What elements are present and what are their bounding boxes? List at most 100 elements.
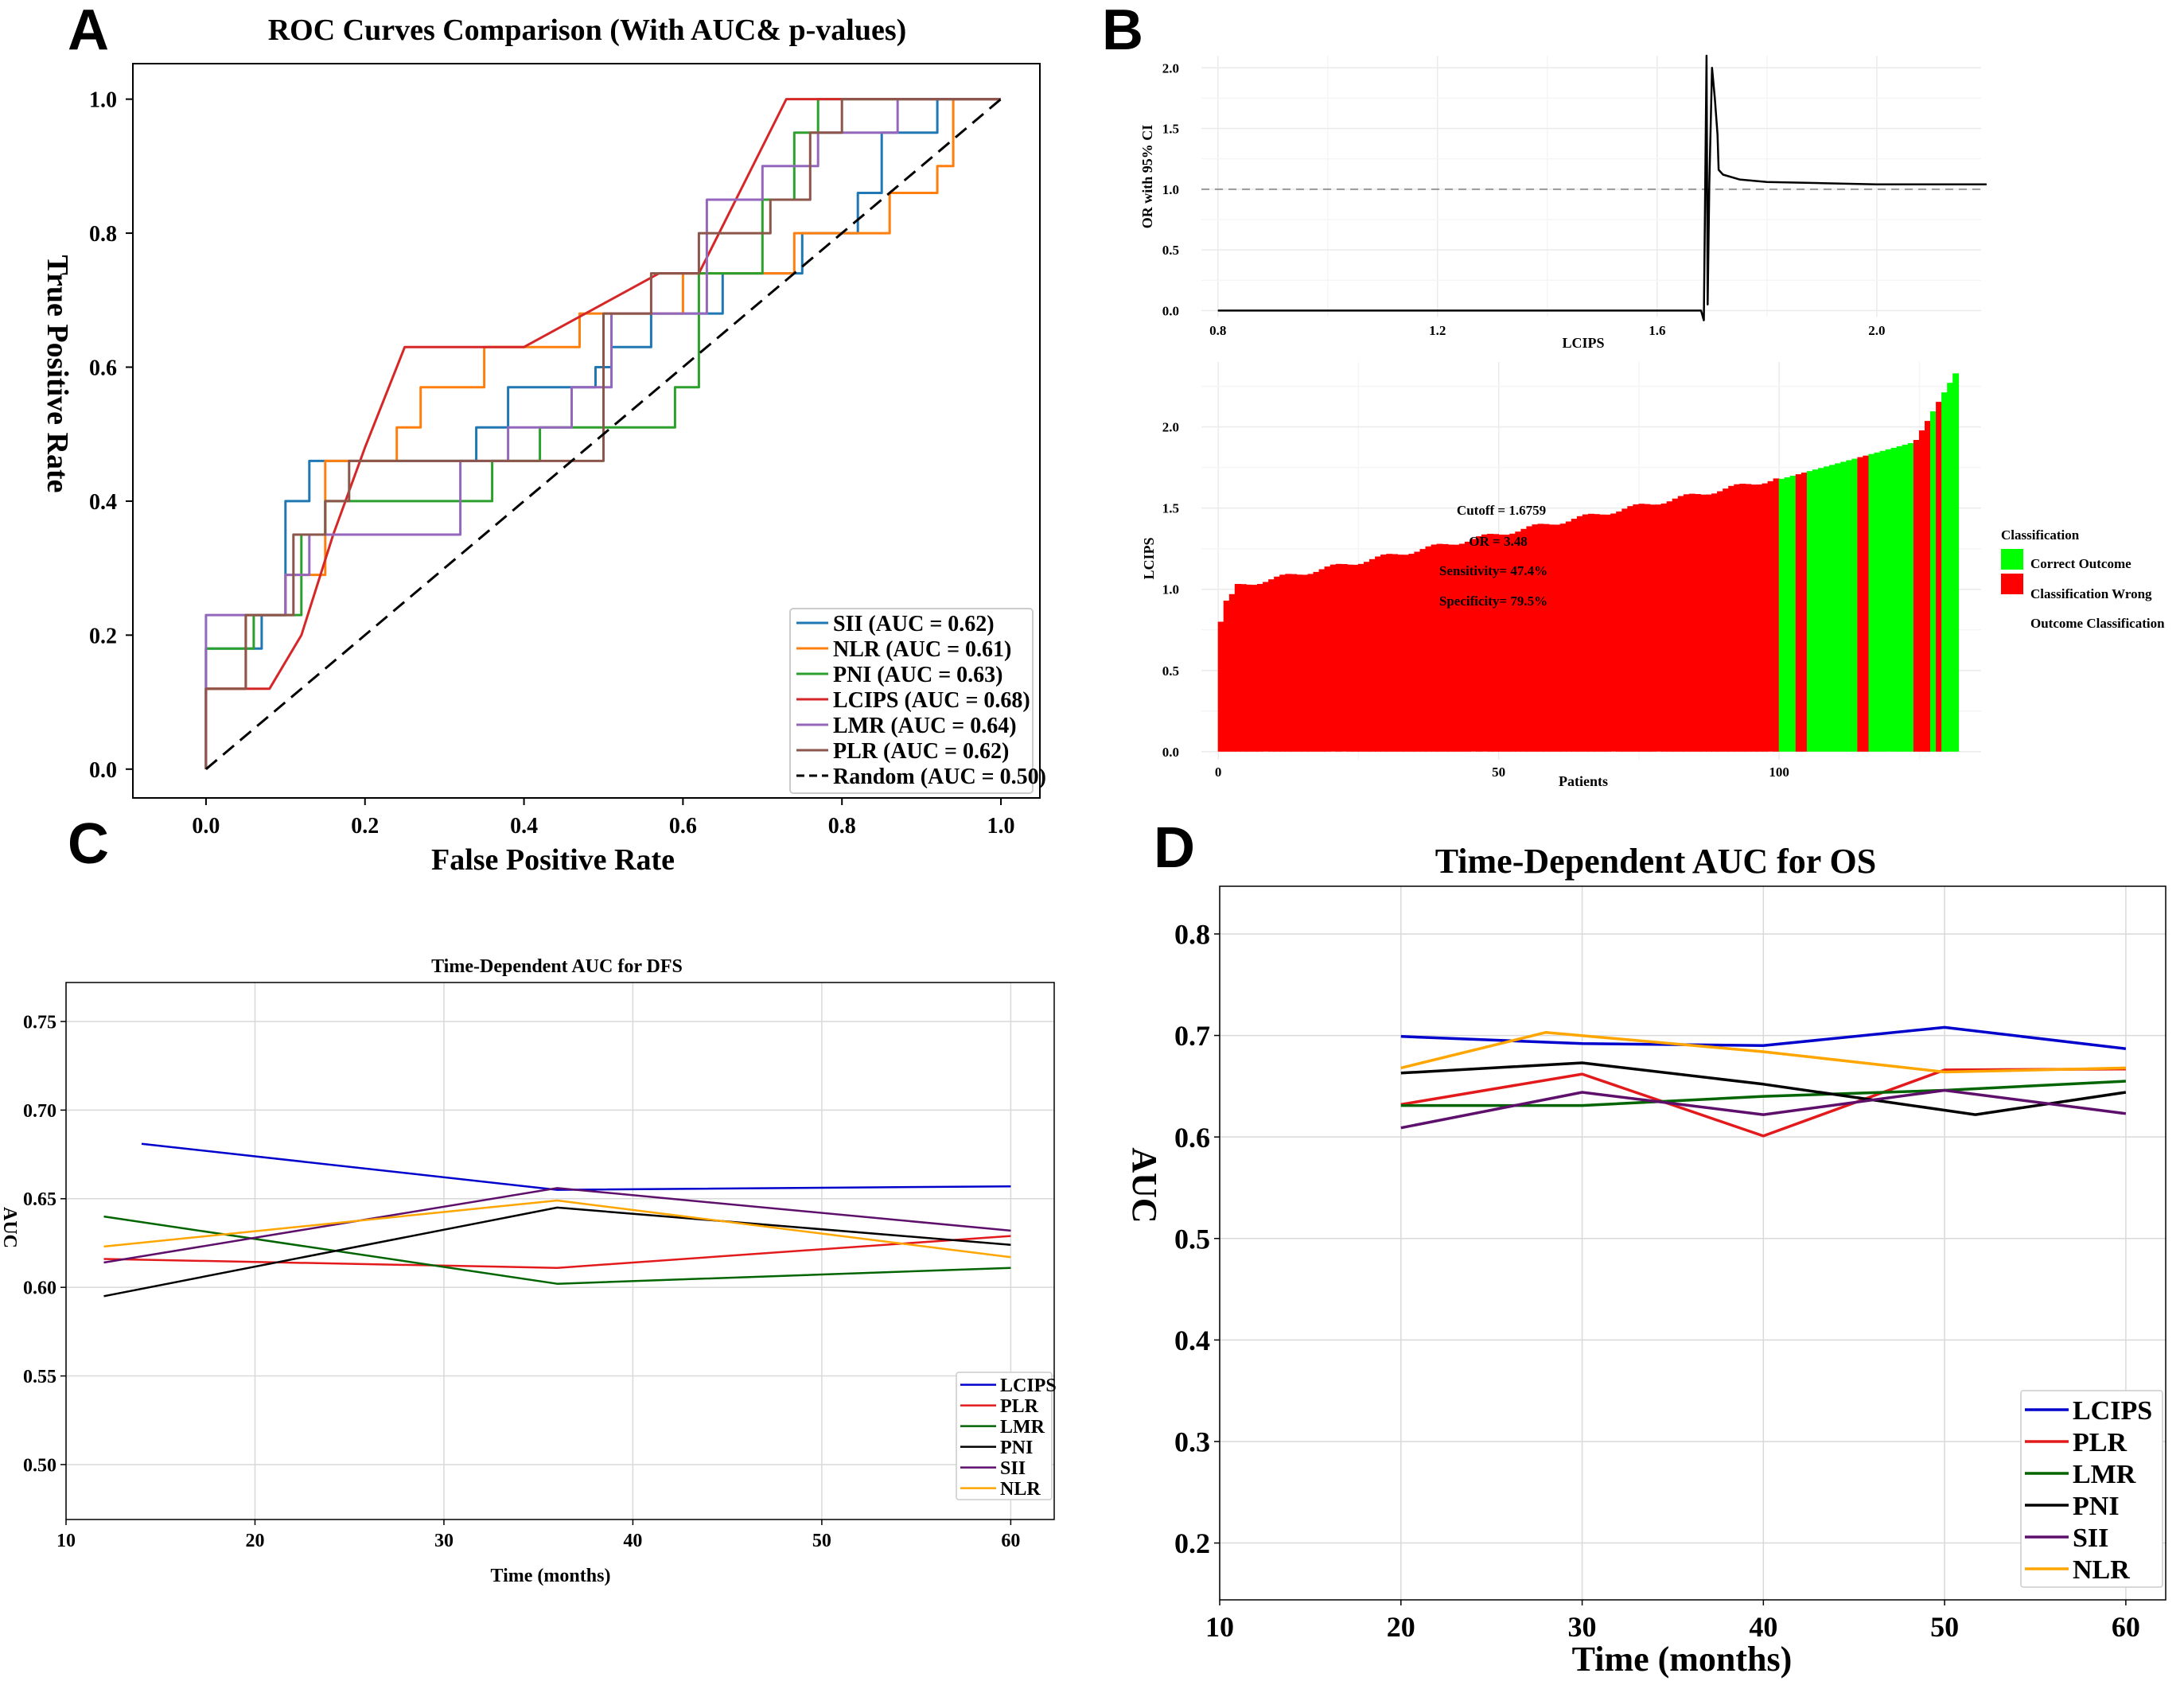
dfs-x-tick-label: 60 [1001, 1531, 1020, 1551]
waterfall-bar [1392, 554, 1399, 752]
waterfall-bar [1829, 465, 1836, 752]
os-line-nlr [1400, 1030, 2126, 1074]
dfs-x-tick-label: 20 [245, 1531, 264, 1551]
waterfall-bar [1918, 430, 1925, 752]
waterfall-bar [1638, 504, 1645, 752]
waterfall-bar [1734, 484, 1741, 752]
waterfall-bar [1588, 513, 1594, 752]
waterfall-bar [1419, 549, 1427, 752]
waterfall-bar [1840, 461, 1847, 752]
os-y-tick-label: 0.4 [1174, 1325, 1210, 1356]
roc-legend-label: Random (AUC = 0.50) [833, 765, 1046, 789]
waterfall-bar [1414, 551, 1421, 752]
dfs-line-sii [103, 1187, 1011, 1264]
waterfall-bar [1812, 469, 1819, 752]
roc-x-tick-label: 0.6 [669, 814, 697, 839]
dfs-y-tick-label: 0.55 [23, 1367, 56, 1387]
roc-y-tick-label: 0.2 [89, 624, 117, 648]
waterfall-bar [1263, 582, 1269, 752]
dfs-x-tick-label: 10 [56, 1531, 76, 1551]
waterfall-bar [1487, 534, 1493, 752]
waterfall-x-tick-label: 0 [1215, 765, 1222, 780]
roc-y-tick-label: 0.4 [89, 490, 117, 515]
waterfall-bar [1605, 514, 1611, 752]
waterfall-bar [1784, 477, 1791, 752]
waterfall-bar [1559, 523, 1567, 752]
waterfall-bar [1447, 544, 1454, 752]
waterfall-bar [1307, 574, 1314, 752]
waterfall-bar [1890, 447, 1898, 752]
waterfall-bar [1470, 539, 1477, 752]
waterfall-bar [1252, 585, 1258, 752]
waterfall-bar [1582, 514, 1589, 752]
waterfall-bar [1302, 574, 1309, 752]
waterfall-bar [1313, 571, 1320, 752]
waterfall-bar [1879, 450, 1886, 752]
or-grid [1201, 56, 1981, 317]
waterfall-bar [1403, 554, 1410, 752]
dfs-legend-label: PNI [1000, 1438, 1033, 1458]
waterfall-bar [1649, 504, 1656, 752]
os-legend-label: SII [2073, 1523, 2108, 1553]
dfs-y-tick-label: 0.50 [23, 1455, 56, 1476]
os-legend-label: PNI [2073, 1492, 2120, 1521]
annotation-sensitivity: Sensitivity= 47.4% [1439, 563, 1547, 578]
dfs-legend-label: PLR [1000, 1396, 1039, 1417]
waterfall-bar [1599, 514, 1606, 752]
waterfall-bar [1745, 484, 1752, 752]
dfs-y-tick-label: 0.65 [23, 1189, 56, 1210]
legend-label-extra: Outcome Classification [2030, 616, 2165, 631]
or-y-tick-label: 0.0 [1162, 303, 1179, 318]
waterfall-bar [1223, 601, 1230, 752]
or-y-tick-label: 1.5 [1162, 122, 1179, 137]
annotation-cutoff: Cutoff = 1.6759 [1457, 503, 1546, 518]
panel-letter-c: C [68, 812, 109, 876]
os-x-tick-label: 60 [2112, 1611, 2140, 1643]
waterfall-bar [1728, 485, 1735, 752]
waterfall-bar [1515, 531, 1522, 752]
waterfall-bar [1952, 373, 1960, 752]
waterfall-bar [1717, 491, 1723, 752]
waterfall-bar [1896, 446, 1903, 752]
dfs-y-tick-label: 0.70 [23, 1101, 56, 1122]
roc-x-tick-label: 0.8 [828, 814, 856, 839]
dfs-x-tick-label: 40 [623, 1531, 642, 1551]
waterfall-bar [1778, 478, 1785, 752]
roc-y-tick-label: 0.8 [89, 222, 117, 247]
or-x-tick-label: 1.6 [1649, 323, 1665, 338]
waterfall-bar [1324, 566, 1331, 752]
os-line-pni [1400, 1061, 2127, 1116]
waterfall-bar [1279, 574, 1287, 752]
legend-label-wrong: Classification Wrong [2030, 586, 2152, 601]
waterfall-bar [1335, 563, 1342, 752]
waterfall-bar [1245, 584, 1252, 752]
roc-legend-label: LCIPS (AUC = 0.68) [833, 688, 1030, 713]
os-legend-label: PLR [2073, 1428, 2127, 1457]
roc-legend-box [789, 608, 1034, 794]
waterfall-bar [1660, 503, 1668, 752]
or-curve [1217, 54, 1987, 321]
waterfall-bar [1874, 452, 1881, 752]
panel-letter-d: D [1154, 816, 1195, 880]
waterfall-bar [1442, 543, 1449, 752]
dfs-y-tick-label: 0.75 [23, 1012, 56, 1033]
os-auc-chart: Time-Dependent AUC for OS Time (months) … [1125, 842, 2166, 1679]
waterfall-bar [1627, 506, 1634, 752]
waterfall-bar [1431, 544, 1438, 752]
waterfall-bar [1543, 523, 1550, 752]
or-xlabel: LCIPS [1562, 335, 1604, 351]
waterfall-bar [1930, 411, 1937, 752]
waterfall-bar [1493, 534, 1499, 752]
dfs-line-plr [103, 1235, 1011, 1269]
waterfall-bar [1925, 421, 1931, 752]
waterfall-bar [1806, 471, 1813, 752]
waterfall-bar [1576, 516, 1583, 752]
dfs-ylabel: AUC [0, 1207, 20, 1248]
waterfall-bar [1285, 574, 1292, 752]
waterfall-y-tick-label: 1.0 [1162, 582, 1179, 597]
roc-y-tick-label: 0.6 [89, 356, 117, 380]
or-x-tick-label: 1.2 [1429, 323, 1446, 338]
os-x-tick-label: 50 [1930, 1611, 1959, 1643]
waterfall-bar [1341, 564, 1348, 752]
os-x-tick-label: 20 [1387, 1611, 1415, 1643]
